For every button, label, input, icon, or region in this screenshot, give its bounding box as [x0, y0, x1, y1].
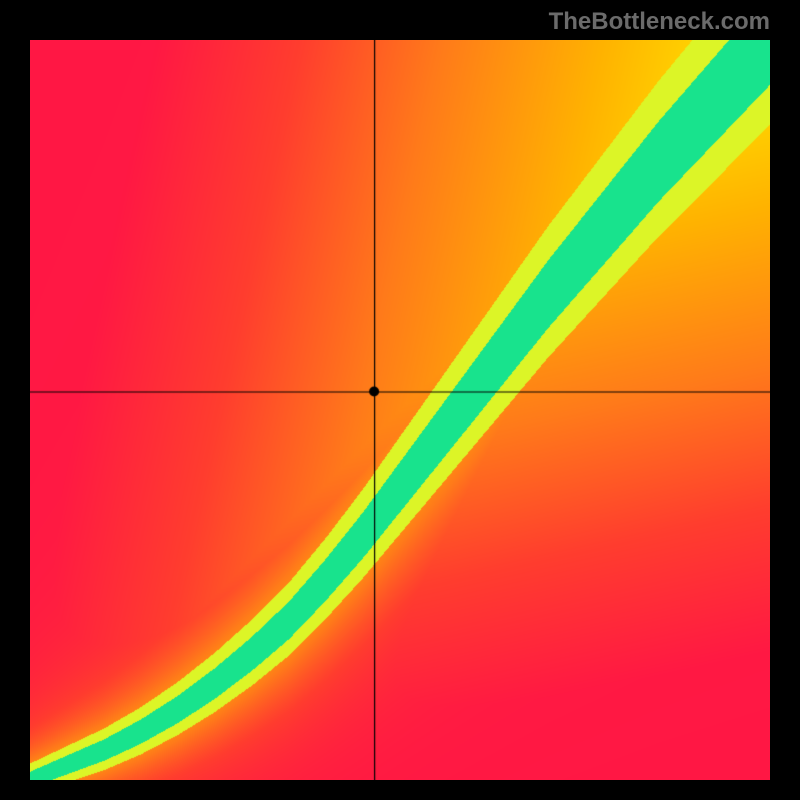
chart-container: { "image": { "width": 800, "height": 800…	[0, 0, 800, 800]
watermark-text: TheBottleneck.com	[549, 8, 770, 36]
heatmap-canvas	[30, 40, 770, 780]
